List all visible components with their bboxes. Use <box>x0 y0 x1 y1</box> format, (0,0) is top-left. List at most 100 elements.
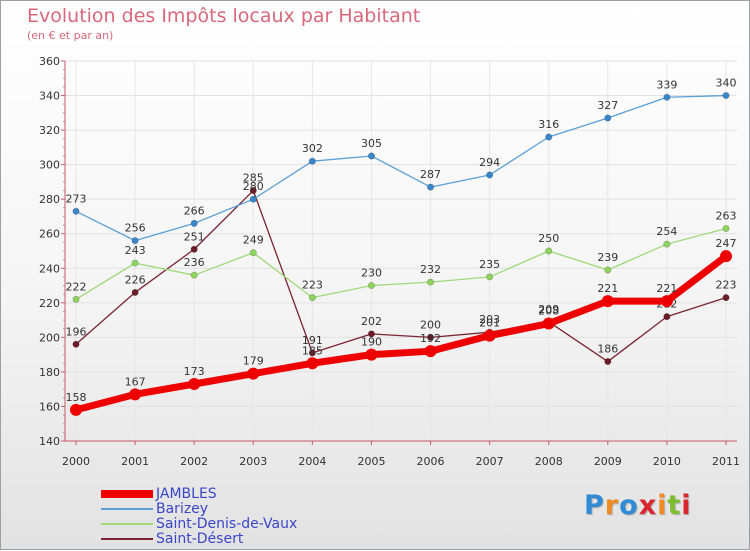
data-point-jambles <box>129 388 142 401</box>
data-label-saint-denis-de-vaux: 236 <box>184 256 205 269</box>
x-tick-label: 2002 <box>180 455 208 468</box>
data-point-jambles <box>660 295 673 308</box>
data-label-saint-denis-de-vaux: 250 <box>538 232 559 245</box>
data-label-jambles: 158 <box>66 391 87 404</box>
data-point-saint-denis-de-vaux <box>545 247 553 255</box>
data-label-barizey: 266 <box>184 204 205 217</box>
data-label-jambles: 208 <box>538 305 559 318</box>
data-point-barizey <box>190 219 198 227</box>
data-point-saint-denis-de-vaux <box>486 273 494 281</box>
data-label-saint-desert: 202 <box>361 315 382 328</box>
data-point-jambles <box>601 295 614 308</box>
data-point-saint-desert <box>367 330 375 338</box>
data-label-barizey: 287 <box>420 168 441 181</box>
logo-letter: i <box>657 490 668 521</box>
data-point-saint-denis-de-vaux <box>427 278 435 286</box>
data-label-barizey: 256 <box>125 222 146 235</box>
series-jambles: 158 167 173 179 185 190 192 201 208 221 221 247 <box>66 237 737 416</box>
data-label-saint-desert: 186 <box>597 343 618 356</box>
series-line-saint-denis-de-vaux <box>75 227 727 301</box>
data-label-saint-desert: 226 <box>125 273 146 286</box>
data-label-saint-denis-de-vaux: 243 <box>125 244 146 257</box>
data-point-barizey <box>249 195 257 203</box>
chart-subtitle: (en € et par an) <box>27 29 114 42</box>
data-label-saint-desert: 200 <box>420 318 441 331</box>
data-label-barizey: 340 <box>716 77 737 90</box>
legend-label-saint-desert: Saint-Désert <box>156 531 244 547</box>
x-tick-label: 2001 <box>121 455 149 468</box>
data-label-barizey: 280 <box>243 180 264 193</box>
data-point-barizey <box>486 171 494 179</box>
data-label-jambles: 190 <box>361 336 382 349</box>
data-label-saint-denis-de-vaux: 232 <box>420 263 441 276</box>
data-label-jambles: 221 <box>597 282 618 295</box>
y-tick-label: 240 <box>39 262 60 275</box>
data-label-saint-denis-de-vaux: 223 <box>302 279 323 292</box>
data-point-saint-desert <box>72 340 80 348</box>
data-label-saint-denis-de-vaux: 222 <box>66 280 87 293</box>
data-point-jambles <box>542 317 555 330</box>
y-tick-label: 200 <box>39 331 60 344</box>
data-point-saint-denis-de-vaux <box>663 240 671 248</box>
x-tick-label: 2003 <box>239 455 267 468</box>
data-point-saint-desert <box>249 187 257 195</box>
data-point-barizey <box>308 157 316 165</box>
data-label-barizey: 294 <box>479 156 500 169</box>
data-point-barizey <box>427 183 435 191</box>
legend-swatch-saint-desert <box>101 538 153 540</box>
x-tick-label: 2010 <box>653 455 681 468</box>
data-point-barizey <box>545 133 553 141</box>
data-point-saint-desert <box>131 288 139 296</box>
data-point-barizey <box>604 114 612 122</box>
data-label-jambles: 221 <box>656 282 677 295</box>
chart-title: Evolution des Impôts locaux par Habitant <box>27 5 421 27</box>
data-label-saint-desert: 223 <box>716 279 737 292</box>
data-point-jambles <box>483 329 496 342</box>
data-point-barizey <box>663 93 671 101</box>
logo-letter: x <box>638 490 658 521</box>
series-line-barizey <box>75 94 727 242</box>
data-label-saint-desert: 251 <box>184 230 205 243</box>
plot-area <box>65 61 737 441</box>
data-label-saint-desert: 203 <box>479 313 500 326</box>
data-label-jambles: 173 <box>184 365 205 378</box>
y-tick-label: 160 <box>39 400 60 413</box>
data-point-saint-denis-de-vaux <box>604 266 612 274</box>
data-label-saint-desert: 196 <box>66 325 87 338</box>
data-point-saint-denis-de-vaux <box>249 249 257 257</box>
data-point-jambles <box>306 357 319 370</box>
x-tick-label: 2009 <box>594 455 622 468</box>
data-label-saint-denis-de-vaux: 263 <box>716 210 737 223</box>
data-label-barizey: 316 <box>538 118 559 131</box>
x-tick-label: 2011 <box>712 455 740 468</box>
data-label-jambles: 167 <box>125 375 146 388</box>
legend-swatch-barizey <box>101 508 153 510</box>
y-tick-label: 320 <box>39 124 60 137</box>
y-tick-label: 140 <box>39 435 60 448</box>
data-point-jambles <box>188 378 201 390</box>
data-point-saint-denis-de-vaux <box>190 271 198 279</box>
data-point-saint-denis-de-vaux <box>722 225 730 233</box>
data-label-jambles: 185 <box>302 344 323 357</box>
data-point-saint-desert <box>308 349 316 357</box>
y-tick-label: 180 <box>39 366 60 379</box>
data-label-barizey: 327 <box>597 99 618 112</box>
data-point-saint-desert <box>604 358 612 366</box>
data-label-saint-denis-de-vaux: 239 <box>597 251 618 264</box>
data-point-barizey <box>367 152 375 160</box>
data-point-saint-desert <box>663 313 671 321</box>
x-tick-label: 2004 <box>298 455 326 468</box>
data-point-jambles <box>70 403 82 416</box>
y-tick-label: 300 <box>39 159 60 172</box>
data-label-saint-desert: 285 <box>243 172 264 185</box>
proxiti-logo: Proxiti <box>584 490 692 521</box>
data-label-barizey: 339 <box>656 78 677 91</box>
data-label-saint-desert: 191 <box>302 334 323 347</box>
data-label-saint-denis-de-vaux: 254 <box>656 225 677 238</box>
y-tick-label: 340 <box>39 90 60 103</box>
logo-letter: r <box>604 490 620 521</box>
data-point-saint-desert <box>722 294 730 302</box>
series-line-jambles <box>72 252 730 414</box>
data-point-jambles <box>720 250 732 263</box>
